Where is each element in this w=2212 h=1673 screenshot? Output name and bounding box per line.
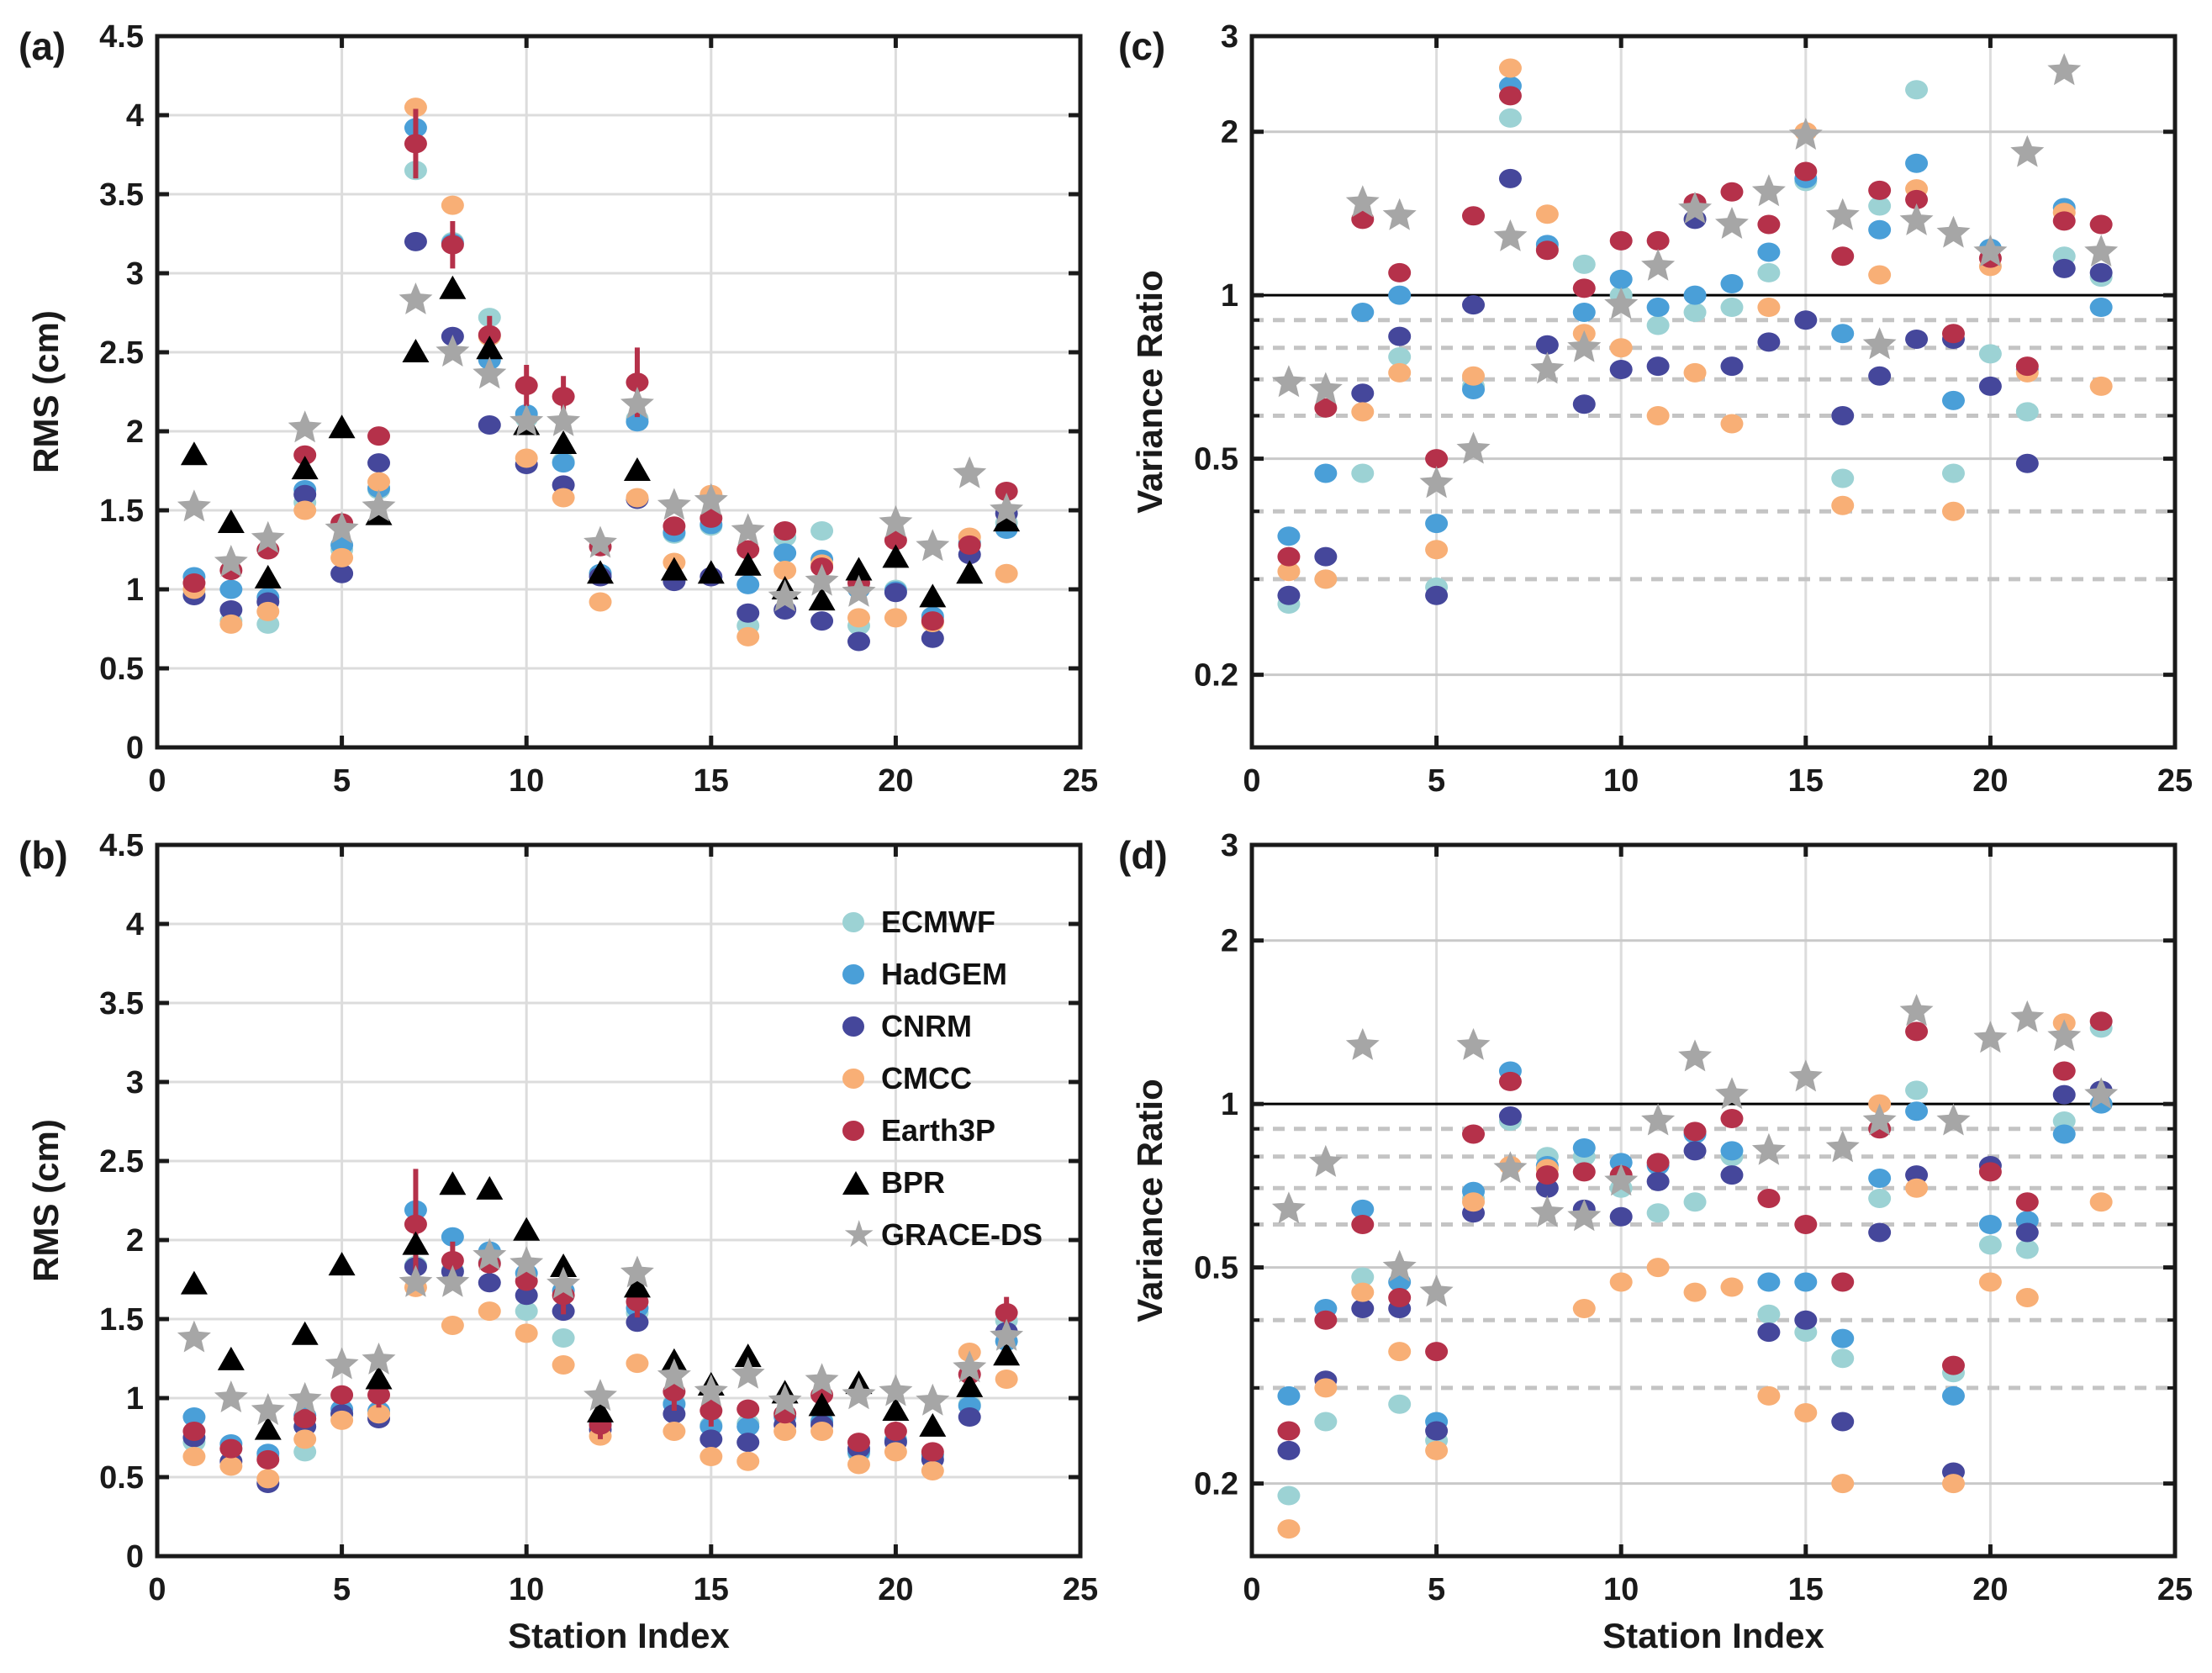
panel-c-ytick: 3 [1221,19,1238,55]
panel-b-ytick: 0 [126,1539,144,1575]
ecmwf-circle-icon [842,912,881,932]
panel-b-xtick: 20 [878,1572,913,1607]
panel-d-letter: (d) [1118,833,1168,877]
panel-b-series-grace-ds [177,1238,1024,1425]
panel-c-ylabel: Variance Ratio [1130,270,1169,514]
panel-b-xtick: 10 [509,1572,544,1607]
legend-item-bpr: BPR [842,1157,1043,1209]
panel-d-xtick: 15 [1788,1572,1824,1607]
panel-c-ytick: 0.5 [1194,442,1238,478]
panel-c-ytick: 2 [1221,115,1238,150]
panel-b-xtick: 15 [694,1572,729,1607]
panel-d-xtick: 10 [1603,1572,1639,1607]
panel-d-xtick: 25 [2157,1572,2193,1607]
panel-a-ytick: 2 [126,414,144,450]
panel-b-ytick: 0.5 [99,1460,144,1496]
panel-b-ylabel: RMS (cm) [26,1119,66,1282]
panel-c-series-cnrm [1277,168,2113,605]
bpr-triangle-icon [842,1171,881,1195]
grace-ds-star-icon: ★ [842,1214,876,1255]
panel-b-xtick: 25 [1063,1572,1098,1607]
panel-a-ytick: 0.5 [99,652,144,687]
panel-b-letter: (b) [18,833,68,877]
panel-b-ytick: 4 [126,907,144,942]
panel-d-ytick: 1 [1221,1087,1238,1122]
panel-a-ytick: 1.5 [99,493,144,529]
legend-item-cnrm: CNRM [842,1000,1043,1053]
panel-c-ytick: 1 [1221,278,1238,314]
panel-b-xtick: 0 [148,1572,166,1607]
panel-d-xtick: 5 [1428,1572,1445,1607]
panel-a-ytick: 4.5 [99,19,144,55]
panel-c-ytick: 0.2 [1194,658,1238,694]
cnrm-circle-icon [842,1016,881,1037]
panel-a-ytick: 4 [126,98,144,134]
panel-d-series-grace-ds [1271,994,2119,1307]
panel-a: 0 5 10 15 20 25 0 0.5 1 1.5 2 2.5 3 3.5 4 4.5 [99,19,1098,799]
panel-d-series-cmcc [1277,1013,2113,1539]
panel-b-xlabel: Station Index [508,1616,730,1655]
panel-c-series-grace-ds [1271,53,2119,499]
panel-c-letter: (c) [1118,24,1166,68]
panel-c-xtick: 10 [1603,763,1639,799]
panel-a-xtick: 15 [694,763,729,799]
panel-d-points [1271,994,2119,1539]
panel-c-points [1271,53,2119,614]
legend-item-earth3p: Earth3P [842,1105,1043,1157]
panel-b-ytick: 1 [126,1381,144,1417]
panel-d-ytick: 0.5 [1194,1251,1238,1286]
panel-a-xtick: 25 [1063,763,1098,799]
panel-d: 0 5 10 15 20 25 3 2 1 0.5 0.2 [1194,828,2193,1607]
panel-a-ytick: 2.5 [99,335,144,371]
cmcc-circle-icon [842,1069,881,1089]
legend-item-hadgem: HadGEM [842,948,1043,1000]
panel-a-ytick: 0 [126,731,144,766]
panel-a-points [177,98,1024,652]
panel-d-xtick: 20 [1972,1572,2008,1607]
panel-b-points [177,1169,1024,1494]
panel-d-ytick: 2 [1221,924,1238,959]
hadgem-circle-icon [842,964,881,984]
panel-d-ytick: 0.2 [1194,1467,1238,1502]
panel-b: 0 5 10 15 20 25 0 0.5 1 1.5 2 2.5 3 3.5 4 4.5 [99,828,1098,1607]
panel-c-xtick: 15 [1788,763,1824,799]
panel-b-ytick: 3 [126,1065,144,1100]
panel-c-xtick: 0 [1243,763,1260,799]
panel-b-ytick: 1.5 [99,1302,144,1338]
panel-a-ylabel: RMS (cm) [26,310,66,473]
panel-a-xtick: 5 [333,763,351,799]
panel-a-ytick: 3.5 [99,177,144,213]
panel-b-ytick: 4.5 [99,828,144,863]
panel-a-xtick: 10 [509,763,544,799]
panel-c-xtick: 20 [1972,763,2008,799]
legend-item-ecmwf: ECMWF [842,896,1043,948]
panel-d-ytick: 3 [1221,828,1238,863]
panel-b-xtick: 5 [333,1572,351,1607]
panel-a-xtick: 0 [148,763,166,799]
panel-b-ytick: 2.5 [99,1144,144,1180]
panel-a-ytick: 3 [126,256,144,292]
panel-a-series-grace-ds [177,282,1024,612]
panel-b-ytick: 2 [126,1223,144,1259]
panel-d-series-earth3p [1277,1011,2113,1441]
panel-a-letter: (a) [18,24,66,68]
panel-c-xtick: 25 [2157,763,2193,799]
panel-a-xtick: 20 [878,763,913,799]
legend-item-cmcc: CMCC [842,1053,1043,1105]
panel-c-xtick: 5 [1428,763,1445,799]
panel-d-ylabel: Variance Ratio [1130,1079,1169,1322]
legend-item-grace-ds: ★ GRACE-DS [842,1214,1043,1255]
panel-b-series-cmcc [182,1277,1018,1489]
legend: ECMWF HadGEM CNRM CMCC Earth3P BPR ★ GRA… [842,896,1043,1261]
panel-c: 0 5 10 15 20 25 3 2 1 0.5 0.2 [1194,19,2193,799]
panel-a-ytick: 1 [126,573,144,608]
panel-b-ytick: 3.5 [99,986,144,1021]
panel-d-xlabel: Station Index [1602,1616,1824,1655]
panel-d-xtick: 0 [1243,1572,1260,1607]
earth3p-circle-icon [842,1121,881,1141]
